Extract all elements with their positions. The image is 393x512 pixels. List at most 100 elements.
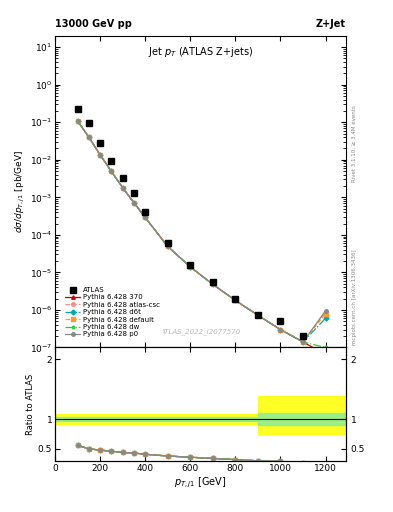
- Pythia 6.428 dw: [109, 168, 114, 175]
- Pythia 6.428 d6t: [255, 312, 260, 318]
- Pythia 6.428 default: [323, 310, 328, 316]
- Pythia 6.428 d6t: [120, 185, 125, 191]
- Pythia 6.428 default: [301, 339, 305, 345]
- Text: Jet $p_T$ (ATLAS Z+jets): Jet $p_T$ (ATLAS Z+jets): [148, 45, 253, 59]
- Pythia 6.428 dw: [120, 185, 125, 191]
- Text: Z+Jet: Z+Jet: [316, 19, 346, 29]
- Pythia 6.428 atlas-csc: [278, 327, 283, 333]
- Pythia 6.428 d6t: [188, 264, 193, 270]
- Pythia 6.428 d6t: [278, 327, 283, 333]
- ATLAS: [255, 312, 260, 318]
- ATLAS: [120, 175, 125, 181]
- Pythia 6.428 atlas-csc: [132, 200, 136, 206]
- Pythia 6.428 p0: [323, 308, 328, 314]
- Pythia 6.428 d6t: [75, 118, 80, 124]
- Pythia 6.428 default: [143, 215, 147, 221]
- Pythia 6.428 p0: [132, 200, 136, 206]
- Pythia 6.428 370: [233, 297, 238, 304]
- Pythia 6.428 default: [75, 118, 80, 124]
- Pythia 6.428 default: [132, 200, 136, 206]
- Pythia 6.428 dw: [301, 339, 305, 345]
- Pythia 6.428 370: [165, 243, 170, 249]
- ATLAS: [75, 106, 80, 113]
- Pythia 6.428 default: [98, 152, 103, 158]
- ATLAS: [323, 383, 328, 389]
- Pythia 6.428 default: [233, 297, 238, 304]
- Pythia 6.428 atlas-csc: [165, 243, 170, 249]
- Pythia 6.428 dw: [233, 297, 238, 304]
- ATLAS: [301, 333, 305, 339]
- ATLAS: [188, 262, 193, 268]
- Pythia 6.428 atlas-csc: [188, 264, 193, 270]
- Pythia 6.428 default: [278, 327, 283, 333]
- Text: mcplots.cern.ch [arXiv:1306.3436]: mcplots.cern.ch [arXiv:1306.3436]: [352, 249, 357, 345]
- Pythia 6.428 p0: [278, 327, 283, 333]
- Pythia 6.428 default: [120, 185, 125, 191]
- Pythia 6.428 370: [255, 312, 260, 318]
- Pythia 6.428 dw: [165, 243, 170, 249]
- ATLAS: [233, 295, 238, 302]
- ATLAS: [109, 158, 114, 164]
- Pythia 6.428 p0: [86, 134, 91, 140]
- Pythia 6.428 d6t: [165, 243, 170, 249]
- Line: Pythia 6.428 p0: Pythia 6.428 p0: [76, 119, 327, 344]
- Pythia 6.428 dw: [143, 215, 147, 221]
- Pythia 6.428 atlas-csc: [98, 152, 103, 158]
- Line: Pythia 6.428 default: Pythia 6.428 default: [76, 119, 327, 344]
- Pythia 6.428 d6t: [323, 315, 328, 322]
- Pythia 6.428 370: [75, 118, 80, 124]
- Pythia 6.428 370: [98, 152, 103, 158]
- Pythia 6.428 atlas-csc: [109, 168, 114, 175]
- Pythia 6.428 d6t: [98, 152, 103, 158]
- Pythia 6.428 370: [120, 185, 125, 191]
- Text: ATLAS_2022_I2077570: ATLAS_2022_I2077570: [160, 328, 241, 335]
- Pythia 6.428 p0: [98, 152, 103, 158]
- Pythia 6.428 d6t: [132, 200, 136, 206]
- Pythia 6.428 p0: [143, 215, 147, 221]
- Y-axis label: $d\sigma/dp_{T,j1}$ [pb/GeV]: $d\sigma/dp_{T,j1}$ [pb/GeV]: [14, 150, 27, 233]
- Pythia 6.428 d6t: [301, 339, 305, 345]
- Pythia 6.428 p0: [301, 339, 305, 345]
- Pythia 6.428 370: [211, 281, 215, 287]
- Line: Pythia 6.428 atlas-csc: Pythia 6.428 atlas-csc: [76, 119, 327, 344]
- Pythia 6.428 370: [301, 339, 305, 345]
- Pythia 6.428 p0: [211, 281, 215, 287]
- Pythia 6.428 370: [188, 264, 193, 270]
- Pythia 6.428 p0: [255, 312, 260, 318]
- Pythia 6.428 p0: [109, 168, 114, 175]
- Pythia 6.428 d6t: [86, 134, 91, 140]
- Pythia 6.428 d6t: [233, 297, 238, 304]
- Pythia 6.428 370: [109, 168, 114, 175]
- Pythia 6.428 atlas-csc: [211, 281, 215, 287]
- Pythia 6.428 atlas-csc: [75, 118, 80, 124]
- Line: Pythia 6.428 370: Pythia 6.428 370: [76, 119, 327, 356]
- ATLAS: [143, 209, 147, 216]
- Pythia 6.428 atlas-csc: [323, 309, 328, 315]
- Pythia 6.428 atlas-csc: [86, 134, 91, 140]
- Pythia 6.428 p0: [75, 118, 80, 124]
- Line: ATLAS: ATLAS: [74, 106, 329, 389]
- Pythia 6.428 dw: [86, 134, 91, 140]
- ATLAS: [86, 120, 91, 126]
- Pythia 6.428 dw: [188, 264, 193, 270]
- Pythia 6.428 370: [323, 351, 328, 357]
- Line: Pythia 6.428 d6t: Pythia 6.428 d6t: [76, 119, 327, 344]
- ATLAS: [98, 140, 103, 146]
- ATLAS: [132, 190, 136, 196]
- ATLAS: [278, 318, 283, 324]
- Text: 13000 GeV pp: 13000 GeV pp: [55, 19, 132, 29]
- Pythia 6.428 default: [211, 281, 215, 287]
- Pythia 6.428 default: [255, 312, 260, 318]
- Pythia 6.428 dw: [255, 312, 260, 318]
- Pythia 6.428 atlas-csc: [255, 312, 260, 318]
- ATLAS: [211, 279, 215, 285]
- Pythia 6.428 dw: [75, 118, 80, 124]
- Pythia 6.428 default: [109, 168, 114, 175]
- Y-axis label: Ratio to ATLAS: Ratio to ATLAS: [26, 374, 35, 435]
- ATLAS: [165, 240, 170, 246]
- Pythia 6.428 370: [143, 215, 147, 221]
- Pythia 6.428 dw: [132, 200, 136, 206]
- Pythia 6.428 default: [165, 243, 170, 249]
- Pythia 6.428 370: [86, 134, 91, 140]
- Pythia 6.428 atlas-csc: [301, 339, 305, 345]
